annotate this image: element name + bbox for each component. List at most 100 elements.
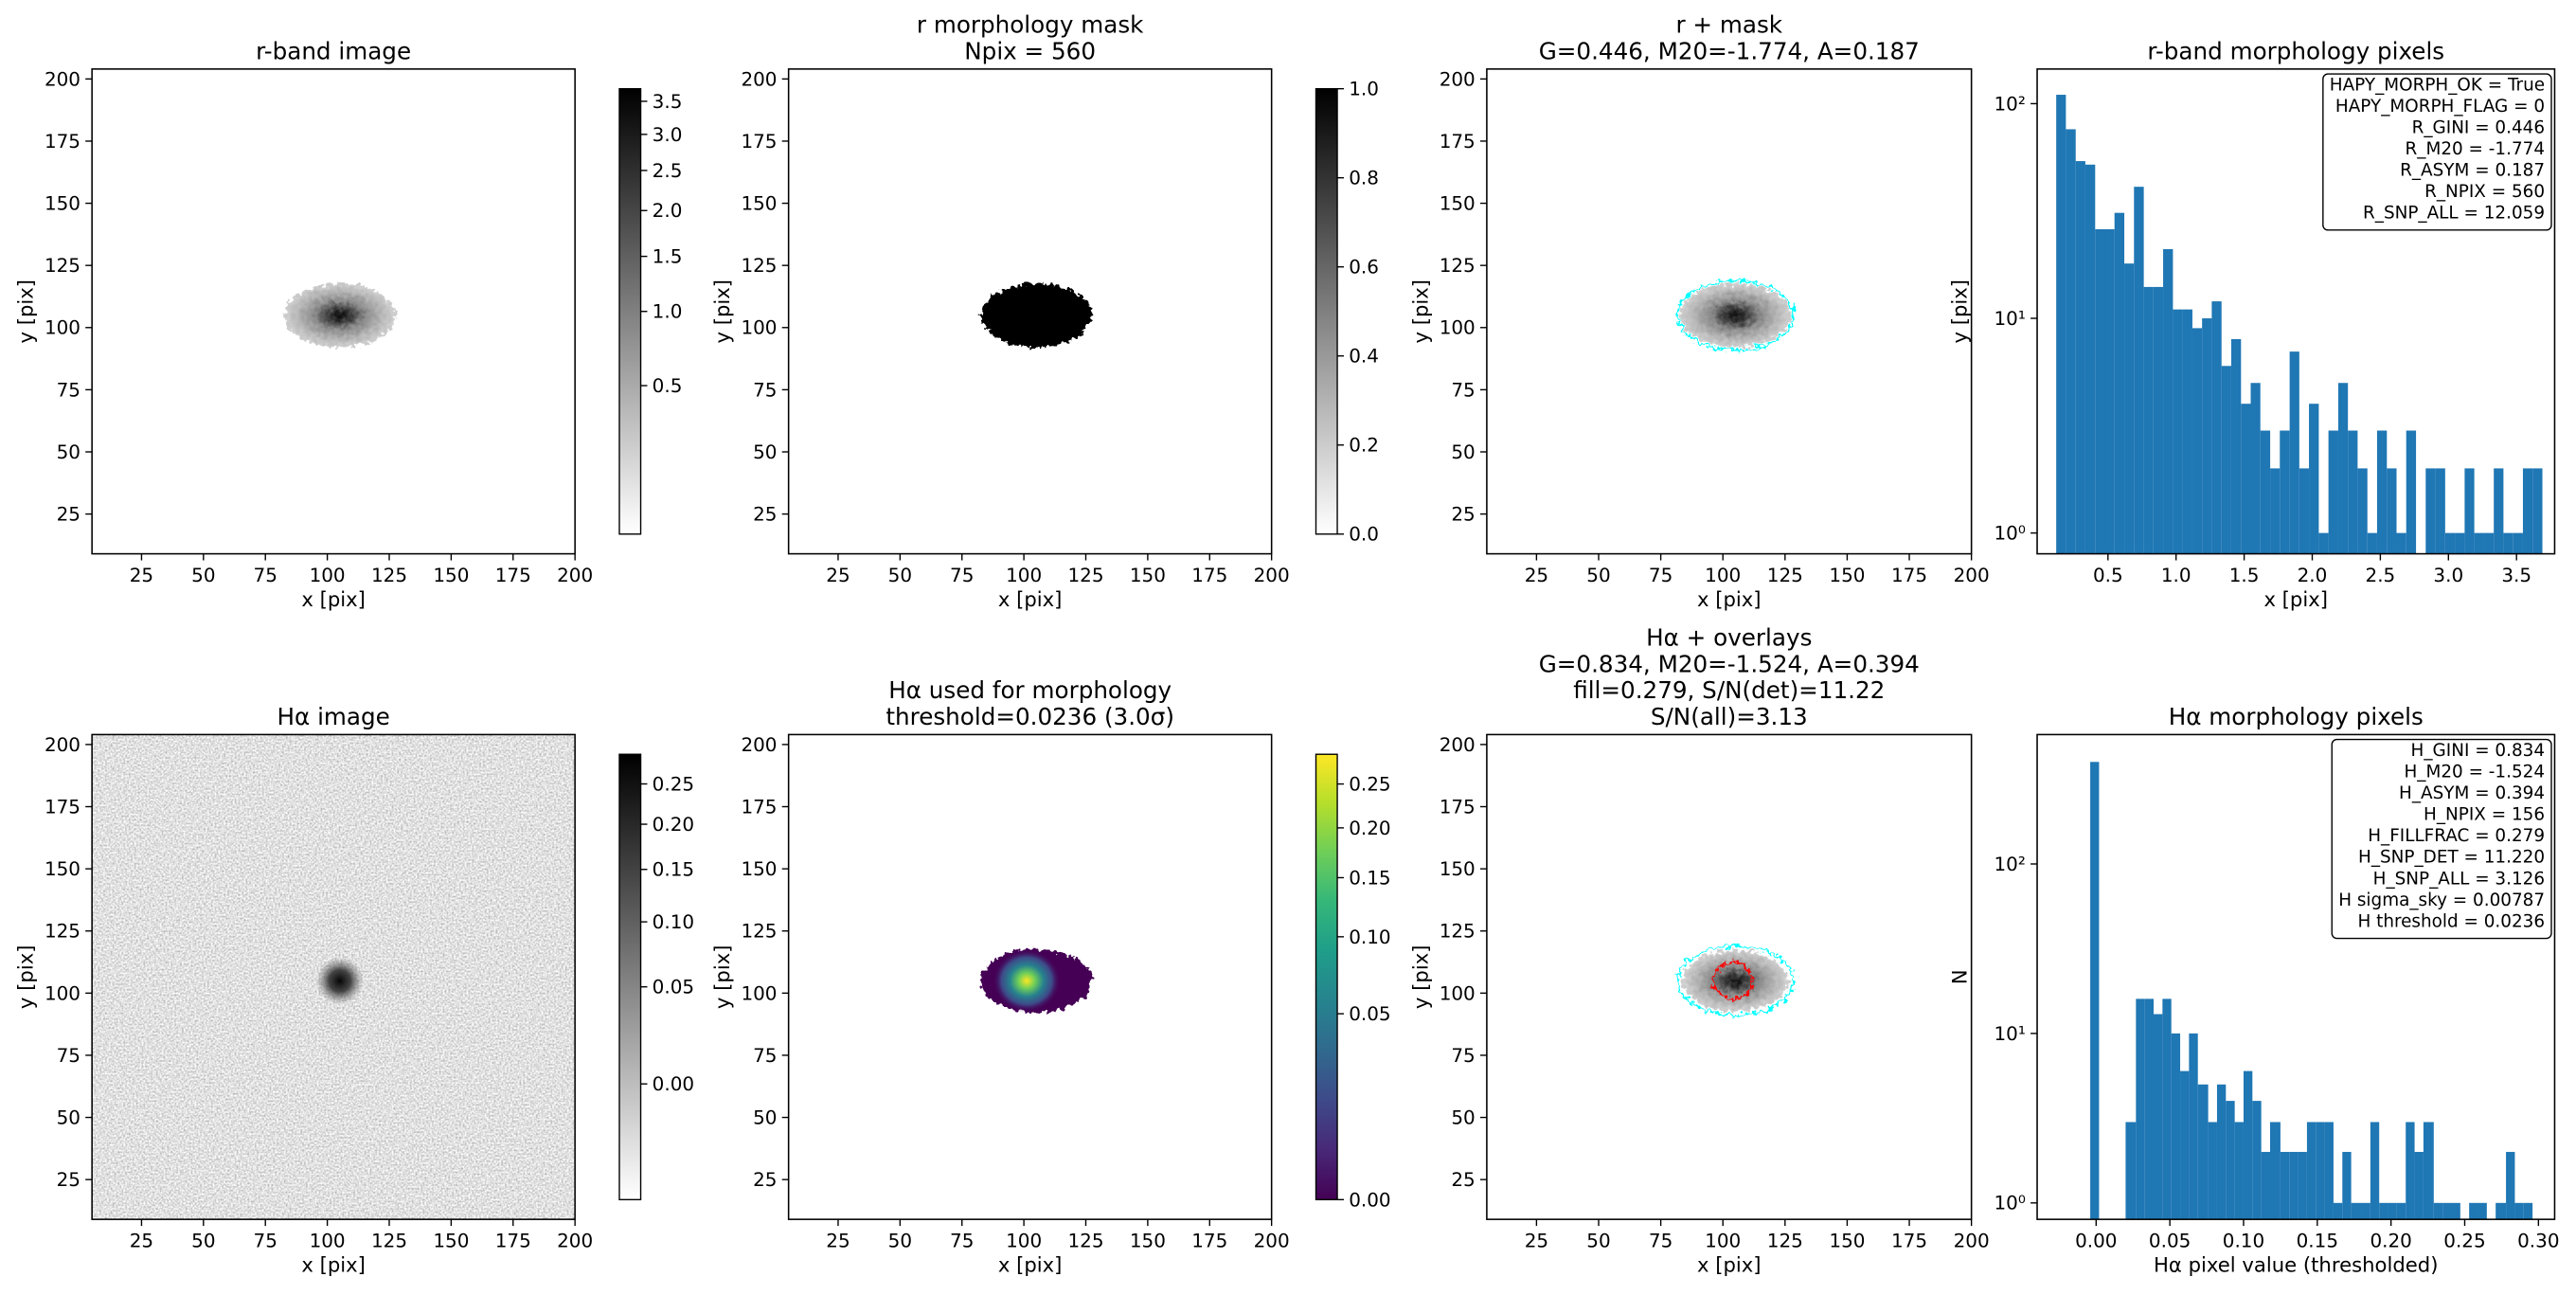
chart-title: Hα morphology pixels — [2169, 703, 2424, 730]
y-tick-label: 50 — [57, 441, 80, 463]
x-tick-label: 0.15 — [2297, 1230, 2338, 1252]
chart-title: r + mask — [1675, 11, 1782, 39]
bar — [2469, 1202, 2478, 1220]
y-tick-label: 10² — [1995, 853, 2026, 875]
x-axis-label: x [pix] — [998, 1253, 1063, 1277]
y-tick-label: 150 — [45, 192, 80, 215]
x-tick-label: 125 — [1767, 564, 1803, 586]
bar — [2503, 532, 2513, 554]
chart-title: G=0.834, M20=-1.524, A=0.394 — [1539, 650, 1920, 677]
x-tick-label: 150 — [1130, 1230, 1166, 1252]
bar — [2180, 1070, 2190, 1220]
bar — [2153, 286, 2164, 554]
bar — [2234, 1122, 2244, 1220]
bar — [2084, 164, 2096, 554]
y-tick-label: 100 — [45, 981, 80, 1004]
bar — [2226, 1101, 2235, 1220]
y-axis-label: y [pix] — [14, 279, 38, 344]
y-tick-label: 25 — [753, 503, 777, 526]
annotation-text: H_ASYM = 0.394 — [2399, 783, 2545, 803]
bar — [2387, 468, 2397, 554]
x-tick-label: 175 — [1191, 564, 1227, 586]
x-axis-label: x [pix] — [1697, 1253, 1762, 1277]
bar — [2379, 1202, 2388, 1220]
colorbar-tick-label: 3.5 — [653, 90, 683, 113]
x-tick-label: 0.05 — [2149, 1230, 2191, 1252]
y-tick-label: 75 — [57, 1044, 80, 1067]
x-tick-label: 75 — [1649, 1230, 1673, 1252]
x-tick-label: 75 — [254, 1230, 277, 1252]
colorbar-tick-label: 0.5 — [653, 374, 683, 397]
bar — [2144, 998, 2155, 1220]
x-tick-label: 175 — [1191, 1230, 1227, 1252]
axes-frame — [1486, 733, 1973, 1220]
y-tick-label: 10¹ — [1995, 307, 2026, 330]
x-tick-label: 50 — [191, 1230, 215, 1252]
colorbar — [618, 753, 642, 1201]
galaxy — [1682, 950, 1789, 1012]
bar — [2433, 1202, 2443, 1220]
annotation-text: H_GINI = 0.834 — [2411, 741, 2546, 761]
x-tick-label: 125 — [1067, 564, 1103, 586]
axes-frame — [787, 68, 1273, 555]
bar — [2221, 366, 2231, 554]
bar — [2496, 1202, 2507, 1220]
bar — [2211, 301, 2222, 554]
axes-frame — [2036, 68, 2556, 555]
axes-frame — [787, 733, 1273, 1220]
y-tick-label: 25 — [57, 1168, 80, 1191]
annotation-text: HAPY_MORPH_OK = True — [2330, 75, 2545, 95]
colorbar-tick-label: 0.05 — [653, 976, 694, 998]
chart-title: r-band image — [256, 37, 411, 64]
colorbar-tick-label: 0.15 — [1349, 866, 1390, 889]
bar — [2442, 1202, 2452, 1220]
bar — [2357, 468, 2368, 554]
x-tick-label: 150 — [433, 1230, 469, 1252]
bar — [2280, 430, 2290, 554]
bar — [2464, 468, 2475, 554]
y-tick-label: 175 — [741, 130, 777, 153]
bar — [2342, 1151, 2352, 1220]
bar — [2171, 1033, 2181, 1220]
colorbar-tick-label: 1.0 — [653, 300, 683, 323]
bar — [2483, 532, 2495, 554]
chart-title: G=0.446, M20=-1.774, A=0.187 — [1539, 37, 1920, 64]
chart-title: Npix = 560 — [964, 37, 1096, 64]
bar — [2090, 762, 2100, 1220]
y-axis-label: y [pix] — [710, 944, 734, 1009]
y-tick-label: 175 — [45, 130, 80, 153]
bar — [2474, 532, 2484, 554]
x-tick-label: 175 — [1891, 1230, 1927, 1252]
y-tick-label: 125 — [1440, 254, 1476, 277]
x-tick-label: 100 — [310, 564, 346, 586]
chart-title: threshold=0.0236 (3.0σ) — [886, 703, 1174, 730]
bar — [2425, 468, 2436, 554]
x-tick-label: 200 — [557, 564, 593, 586]
bar — [2333, 1202, 2343, 1220]
bar — [2066, 129, 2076, 554]
colorbar-tick-label: 2.5 — [653, 159, 683, 182]
contour — [1712, 961, 1754, 1000]
annotation-text: H_SNP_DET = 11.220 — [2358, 848, 2545, 868]
colorbar-tick-label: 0.25 — [1349, 773, 1390, 796]
bar — [2134, 187, 2144, 554]
y-tick-label: 200 — [1440, 733, 1476, 756]
x-tick-label: 175 — [495, 564, 531, 586]
x-tick-label: 100 — [1006, 564, 1042, 586]
axes-frame — [1486, 68, 1973, 555]
y-axis-label: y [pix] — [710, 279, 734, 344]
y-tick-label: 25 — [57, 503, 80, 526]
bar — [2351, 1202, 2362, 1220]
annotation-text: HAPY_MORPH_FLAG = 0 — [2335, 97, 2545, 117]
bar — [2124, 263, 2135, 554]
bar — [2056, 95, 2066, 554]
y-tick-label: 100 — [741, 981, 777, 1004]
bar — [2361, 1202, 2370, 1220]
bar — [2125, 1122, 2137, 1220]
bar — [2478, 1202, 2487, 1220]
colorbar-tick-label: 0.0 — [1349, 523, 1379, 546]
x-tick-label: 200 — [1954, 1230, 1990, 1252]
bar — [2306, 1122, 2317, 1220]
x-tick-label: 75 — [950, 1230, 974, 1252]
